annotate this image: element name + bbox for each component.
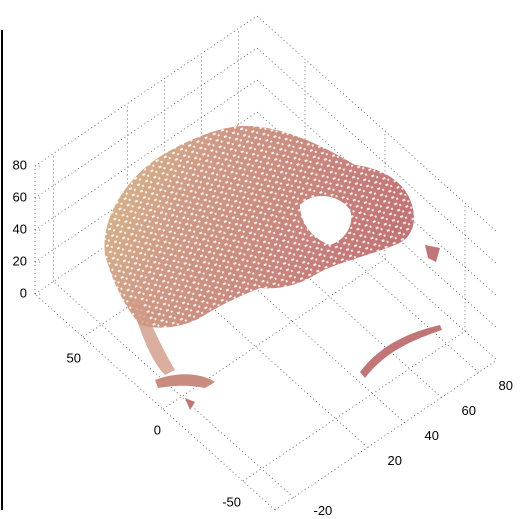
z-tick-label: 20	[13, 253, 27, 268]
neck	[130, 300, 175, 375]
y-tick-label: -50	[222, 495, 241, 510]
grid-line	[34, 143, 258, 295]
z-tick-label: 60	[13, 189, 27, 204]
eye-gap	[300, 195, 352, 245]
axis-line	[274, 359, 498, 511]
fragment	[155, 374, 215, 388]
grid-line	[34, 47, 258, 199]
fragment	[185, 398, 195, 410]
x-tick-label: 60	[462, 403, 476, 418]
face-gaps	[104, 125, 415, 328]
grid-line	[34, 79, 258, 231]
z-tick-label: 0	[20, 285, 27, 300]
fragment	[425, 245, 440, 262]
grid-line	[82, 186, 306, 338]
x-tick-label: -20	[314, 503, 333, 518]
x-tick-label: 20	[388, 453, 402, 468]
z-tick-label: 80	[13, 157, 27, 172]
grid-line	[242, 330, 466, 482]
grid-line	[34, 111, 258, 263]
fragment	[360, 325, 442, 378]
x-tick-label: 80	[499, 378, 513, 393]
y-tick-label: 0	[154, 423, 161, 438]
x-tick-label: 40	[425, 428, 439, 443]
y-tick-label: 50	[67, 351, 81, 366]
grid-line	[34, 15, 258, 167]
z-tick-label: 40	[13, 221, 27, 236]
face-point-cloud	[104, 125, 442, 410]
